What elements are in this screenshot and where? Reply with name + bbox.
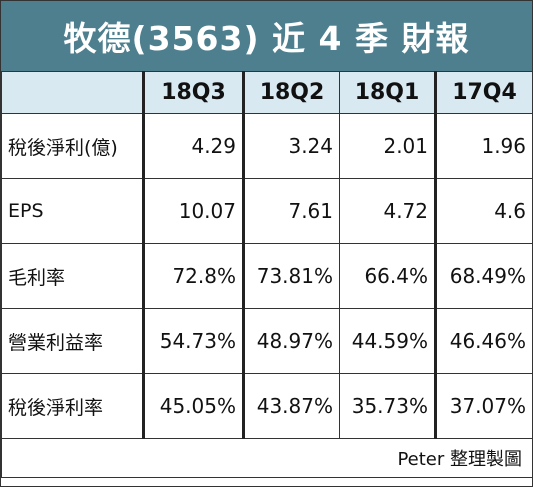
table-row: EPS 10.07 7.61 4.72 4.6	[1, 178, 533, 244]
cell-value: 45.05%	[142, 373, 244, 439]
row-label: 毛利率	[1, 243, 144, 309]
cell-value: 54.73%	[142, 308, 244, 374]
cell-value: 10.07	[142, 178, 244, 244]
cell-value: 4.72	[339, 178, 436, 244]
header-row: 18Q3 18Q2 18Q1 17Q4	[1, 71, 533, 114]
cell-value: 73.81%	[242, 243, 340, 309]
column-header-17q4: 17Q4	[434, 71, 533, 114]
header-blank-cell	[1, 71, 144, 114]
cell-value: 66.4%	[339, 243, 436, 309]
credit-text: Peter 整理製圖	[1, 438, 533, 478]
page-title: 牧德(3563) 近 4 季 財報	[1, 1, 532, 71]
row-label: 稅後淨利(億)	[1, 113, 144, 179]
cell-value: 43.87%	[242, 373, 340, 439]
column-header-18q3: 18Q3	[142, 71, 244, 114]
cell-value: 44.59%	[339, 308, 436, 374]
row-label: 營業利益率	[1, 308, 144, 374]
row-label: EPS	[1, 178, 144, 244]
cell-value: 4.29	[142, 113, 244, 179]
cell-value: 4.6	[434, 178, 533, 244]
table-row: 營業利益率 54.73% 48.97% 44.59% 46.46%	[1, 308, 533, 374]
credit-row: Peter 整理製圖	[1, 438, 533, 478]
cell-value: 72.8%	[142, 243, 244, 309]
cell-value: 35.73%	[339, 373, 436, 439]
cell-value: 48.97%	[242, 308, 340, 374]
cell-value: 1.96	[434, 113, 533, 179]
column-header-18q1: 18Q1	[339, 71, 436, 114]
financial-table: 18Q3 18Q2 18Q1 17Q4 稅後淨利(億) 4.29 3.24 2.…	[1, 71, 533, 478]
cell-value: 46.46%	[434, 308, 533, 374]
table-row: 毛利率 72.8% 73.81% 66.4% 68.49%	[1, 243, 533, 309]
cell-value: 37.07%	[434, 373, 533, 439]
row-label: 稅後淨利率	[1, 373, 144, 439]
cell-value: 68.49%	[434, 243, 533, 309]
cell-value: 2.01	[339, 113, 436, 179]
column-header-18q2: 18Q2	[242, 71, 340, 114]
table-row: 稅後淨利率 45.05% 43.87% 35.73% 37.07%	[1, 373, 533, 439]
cell-value: 7.61	[242, 178, 340, 244]
table-row: 稅後淨利(億) 4.29 3.24 2.01 1.96	[1, 113, 533, 179]
cell-value: 3.24	[242, 113, 340, 179]
